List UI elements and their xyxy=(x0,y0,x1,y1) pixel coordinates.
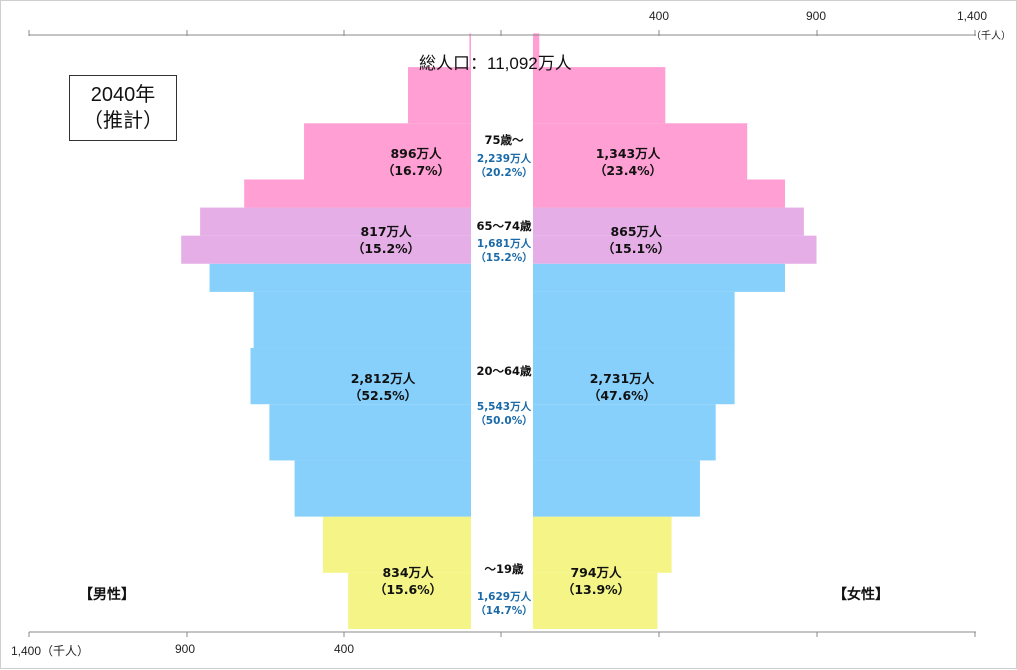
male-bar-90-99 xyxy=(408,67,471,124)
year-box: 2040年 （推計） xyxy=(69,75,177,141)
total-population: 総人口：11,092万人 xyxy=(419,54,572,73)
male-bar-100-105 xyxy=(469,33,471,68)
total-20-64: 5,543万人 （50.0%） xyxy=(462,400,546,428)
male-bars xyxy=(181,33,472,629)
female-bar-75-79 xyxy=(533,179,785,208)
top-tick-900: 900 xyxy=(806,9,827,23)
male-20-64-pct: （52.5%） xyxy=(348,388,418,403)
female-bar-60-64 xyxy=(533,263,785,292)
total-20-64-pct: （50.0%） xyxy=(475,415,533,427)
total-75plus-count: 2,239万人 xyxy=(476,153,532,165)
female-bar-70-74 xyxy=(533,207,804,236)
total-75plus: 2,239万人 （20.2%） xyxy=(462,152,546,180)
female-20-64-label: 2,731万人 （47.6%） xyxy=(567,370,677,404)
male-bar-10-19 xyxy=(322,516,471,573)
male-bar-50-59 xyxy=(253,291,471,349)
female-bar-30-39 xyxy=(533,404,716,461)
male-75plus-count: 896万人 xyxy=(390,146,442,161)
female-under19-count: 794万人 xyxy=(570,565,622,580)
top-tick-1400: 1,400 xyxy=(957,9,988,23)
male-20-64-count: 2,812万人 xyxy=(350,371,416,386)
female-bar-10-19 xyxy=(533,516,672,573)
estimate-note: （推計） xyxy=(83,110,163,132)
male-under19-count: 834万人 xyxy=(382,565,434,580)
female-20-64-pct: （47.6%） xyxy=(587,388,657,403)
female-65-74-count: 865万人 xyxy=(610,224,662,239)
female-bar-65-69 xyxy=(533,235,817,264)
age-20-64: 20～64歳 xyxy=(476,364,532,378)
female-label: 【女性】 xyxy=(833,587,889,603)
male-bar-80-89 xyxy=(304,123,471,180)
female-75plus-label: 1,343万人 （23.4%） xyxy=(573,145,683,179)
female-under19-pct: （13.9%） xyxy=(561,582,631,597)
year-label: 2040年 xyxy=(90,84,156,106)
male-bar-20-29 xyxy=(294,460,471,517)
male-bar-40-49 xyxy=(250,348,471,405)
bottom-tick-400: 400 xyxy=(334,642,355,656)
total-75plus-pct: （20.2%） xyxy=(475,167,533,179)
female-bar-0-9 xyxy=(533,572,658,629)
female-65-74-pct: （15.1%） xyxy=(601,241,671,256)
bottom-tick-1400: 1,400（千人） xyxy=(11,644,90,658)
male-label: 【男性】 xyxy=(79,587,135,603)
total-under19: 1,629万人 （14.7%） xyxy=(462,590,546,618)
age-under19: ～19歳 xyxy=(484,562,524,576)
male-bar-30-39 xyxy=(269,404,471,461)
top-tick-400: 400 xyxy=(649,9,670,23)
bottom-tick-900: 900 xyxy=(175,642,196,656)
female-75plus-count: 1,343万人 xyxy=(595,146,661,161)
female-under19-label: 794万人 （13.9%） xyxy=(541,564,651,598)
total-20-64-count: 5,543万人 xyxy=(476,401,532,413)
male-bar-65-69 xyxy=(181,235,471,264)
male-75plus-pct: （16.7%） xyxy=(381,163,451,178)
age-75plus: 75歳～ xyxy=(484,133,524,147)
female-bar-100-105 xyxy=(533,33,540,68)
female-65-74-label: 865万人 （15.1%） xyxy=(581,223,691,257)
female-bar-40-49 xyxy=(533,348,735,405)
female-20-64-count: 2,731万人 xyxy=(589,371,655,386)
male-bar-70-74 xyxy=(200,207,471,236)
male-65-74-count: 817万人 xyxy=(360,224,412,239)
axes xyxy=(28,30,976,637)
male-bar-0-9 xyxy=(348,572,471,629)
top-unit: （千人） xyxy=(971,31,1011,42)
female-bar-20-29 xyxy=(533,460,700,517)
female-bar-50-59 xyxy=(533,291,735,349)
female-bar-90-99 xyxy=(533,67,666,124)
male-bar-60-64 xyxy=(209,263,472,292)
female-bar-80-89 xyxy=(533,123,748,180)
male-20-64-label: 2,812万人 （52.5%） xyxy=(328,370,438,404)
male-65-74-pct: （15.2%） xyxy=(351,241,421,256)
male-under19-pct: （15.6%） xyxy=(373,582,443,597)
female-75plus-pct: （23.4%） xyxy=(593,163,663,178)
age-65-74: 65～74歳 xyxy=(476,219,532,233)
total-65-74-pct: （15.2%） xyxy=(475,252,533,264)
male-bar-75-79 xyxy=(244,179,471,208)
male-75plus-label: 896万人 （16.7%） xyxy=(361,145,471,179)
total-65-74: 1,681万人 （15.2%） xyxy=(462,237,546,265)
male-under19-label: 834万人 （15.6%） xyxy=(353,564,463,598)
total-under19-pct: （14.7%） xyxy=(475,605,533,617)
total-65-74-count: 1,681万人 xyxy=(476,238,532,250)
male-65-74-label: 817万人 （15.2%） xyxy=(331,223,441,257)
female-bars xyxy=(533,33,817,629)
total-under19-count: 1,629万人 xyxy=(476,591,532,603)
